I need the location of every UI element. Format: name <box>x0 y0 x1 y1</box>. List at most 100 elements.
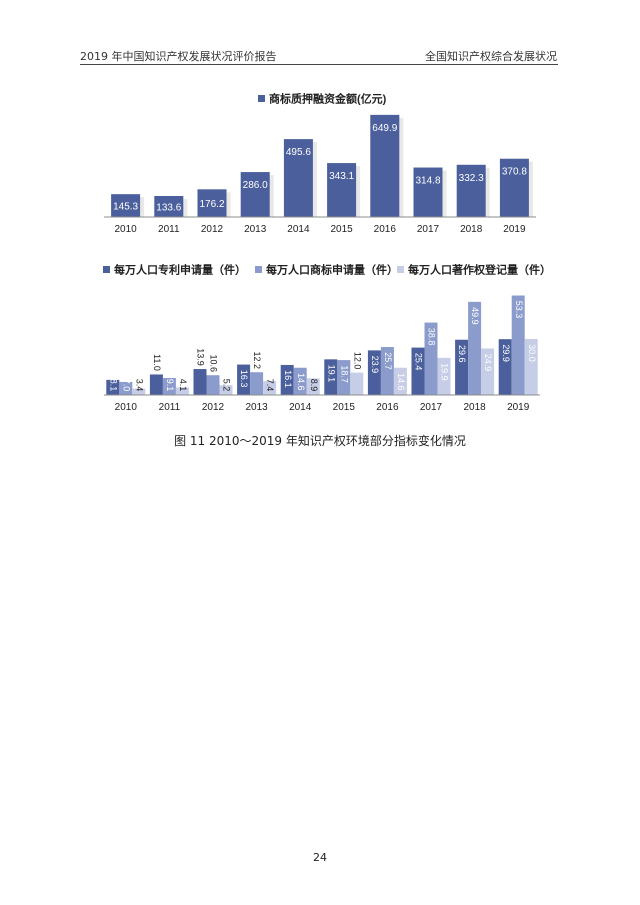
data-label-2015: 343.1 <box>329 171 354 182</box>
x-tick-label-2014: 2014 <box>287 224 310 235</box>
bar-2014 <box>283 139 313 217</box>
data-label-series-1-2011: 11.0 <box>152 354 162 371</box>
bar-2019 <box>499 158 529 217</box>
data-label-series-1-2017: 25.4 <box>414 353 424 371</box>
bar-series-2-2012 <box>206 375 220 395</box>
data-label-series-3-2012: 5.2 <box>222 379 232 392</box>
legend-label-trademark-pledge: 商标质押融资金额(亿元) <box>269 92 387 106</box>
x-tick-label-2016: 2016 <box>374 224 397 235</box>
bar-series-1-2016 <box>367 350 381 395</box>
bar-series-1-2011 <box>149 374 163 395</box>
legend-label-series-1: 每万人口专利申请量（件） <box>114 263 246 277</box>
bar-series-3-2019 <box>524 339 538 395</box>
bar-series-1-2017 <box>411 347 425 395</box>
data-label-series-2-2017: 38.8 <box>427 328 437 346</box>
data-label-series-1-2018: 29.6 <box>457 345 467 363</box>
bar-series-2-2016 <box>380 347 394 395</box>
bar-series-2-2013 <box>250 372 264 395</box>
data-label-2014: 495.6 <box>286 147 311 158</box>
x-tick-label-2012: 2012 <box>201 224 224 235</box>
data-label-series-3-2015: 12.0 <box>352 352 362 370</box>
x-tick-label-2014: 2014 <box>289 402 312 413</box>
x-tick-label-2011: 2011 <box>159 402 181 413</box>
bar-series-2-2010 <box>119 381 133 395</box>
x-tick-label-2015: 2015 <box>333 402 356 413</box>
data-label-series-1-2013: 16.3 <box>239 370 249 388</box>
bar-series-1-2013 <box>237 364 251 395</box>
data-label-series-3-2011: 4.1 <box>178 379 188 392</box>
legend-swatch-series-3 <box>397 266 404 273</box>
data-label-series-1-2015: 19.1 <box>326 365 336 383</box>
x-tick-label-2013: 2013 <box>245 402 268 413</box>
bar-series-2-2019 <box>511 295 525 395</box>
x-tick-label-2017: 2017 <box>417 224 440 235</box>
data-label-series-1-2019: 29.9 <box>501 344 511 362</box>
bar-series-2-2017 <box>424 322 438 395</box>
legend-label-series-2: 每万人口商标申请量（件） <box>266 263 398 277</box>
x-tick-label-2016: 2016 <box>376 402 399 413</box>
data-label-series-1-2014: 16.1 <box>283 370 293 388</box>
bar-2016 <box>370 114 400 217</box>
data-label-series-3-2018: 24.9 <box>483 354 493 372</box>
bar-series-3-2017 <box>437 357 451 395</box>
data-label-2013: 286.0 <box>243 180 268 191</box>
data-label-2016: 649.9 <box>372 123 397 134</box>
bar-series-1-2010 <box>106 379 120 395</box>
bar-series-3-2012 <box>219 385 233 395</box>
bar-series-3-2014 <box>306 378 320 395</box>
x-tick-label-2018: 2018 <box>463 402 486 413</box>
bar-series-1-2014 <box>280 364 294 395</box>
data-label-series-2-2019: 53.3 <box>514 301 524 319</box>
legend-swatch-series-2 <box>255 266 262 273</box>
data-label-series-3-2014: 8.9 <box>309 379 319 392</box>
page-number: 24 <box>313 851 327 864</box>
x-tick-label-2017: 2017 <box>420 402 443 413</box>
data-label-series-1-2016: 23.9 <box>370 356 380 374</box>
data-label-2019: 370.8 <box>502 167 527 178</box>
bar-series-1-2018 <box>455 339 469 395</box>
bar-series-2-2015 <box>337 360 351 395</box>
bar-2015 <box>327 163 357 217</box>
per-capita-ip-chart: 每万人口专利申请量（件） 每万人口商标申请量（件） 每万人口著作权登记量（件） 8.1… <box>103 263 551 413</box>
data-label-series-1-2012: 13.9 <box>196 348 206 366</box>
data-label-series-2-2013: 12.2 <box>252 351 262 369</box>
bar-2010 <box>111 194 141 217</box>
bar-2012 <box>197 189 227 217</box>
data-label-series-3-2017: 19.9 <box>440 363 450 381</box>
data-label-series-2-2012: 10.6 <box>209 354 219 372</box>
bar-series-1-2015 <box>324 359 338 395</box>
bar-series-3-2015 <box>350 372 364 395</box>
data-label-series-3-2019: 30.0 <box>527 344 537 362</box>
data-label-series-3-2016: 14.6 <box>396 373 406 391</box>
bar-series-2-2018 <box>468 301 482 395</box>
bar-2013 <box>240 172 270 217</box>
bar-series-2-2014 <box>293 367 307 395</box>
x-tick-label-2015: 2015 <box>330 224 353 235</box>
legend-swatch-trademark-pledge <box>258 95 265 102</box>
header-divider <box>80 64 558 65</box>
bar-series-1-2019 <box>498 339 512 395</box>
x-tick-label-2010: 2010 <box>115 402 138 413</box>
x-tick-label-2013: 2013 <box>244 224 267 235</box>
data-label-2011: 133.6 <box>156 203 181 214</box>
data-label-2017: 314.8 <box>415 176 440 187</box>
data-label-series-2-2018: 49.9 <box>470 307 480 325</box>
bar-series-3-2011 <box>175 387 189 395</box>
bar-series-1-2012 <box>193 369 207 395</box>
data-label-2018: 332.3 <box>459 173 484 184</box>
trademark-pledge-chart: 商标质押融资金额(亿元) 145.3 2010 133.6 2011 176.2 2012 2… <box>104 92 536 235</box>
bar-series-2-2011 <box>162 378 176 395</box>
data-label-series-3-2010: 3.4 <box>134 379 144 392</box>
figure-caption: 图 11 2010～2019 年知识产权环境部分指标变化情况 <box>174 434 466 448</box>
data-label-series-2-2015: 18.7 <box>339 365 349 383</box>
x-tick-label-2011: 2011 <box>158 224 180 235</box>
bar-series-3-2013 <box>263 381 277 395</box>
data-label-series-3-2013: 7.4 <box>265 379 275 392</box>
data-label-series-2-2016: 25.7 <box>383 352 393 370</box>
data-label-2010: 145.3 <box>113 202 138 213</box>
legend-swatch-series-1 <box>103 266 110 273</box>
data-label-2012: 176.2 <box>199 199 224 210</box>
data-label-series-2-2011: 9.1 <box>165 379 175 392</box>
bar-series-3-2010 <box>132 388 146 395</box>
bar-2017 <box>413 167 443 217</box>
